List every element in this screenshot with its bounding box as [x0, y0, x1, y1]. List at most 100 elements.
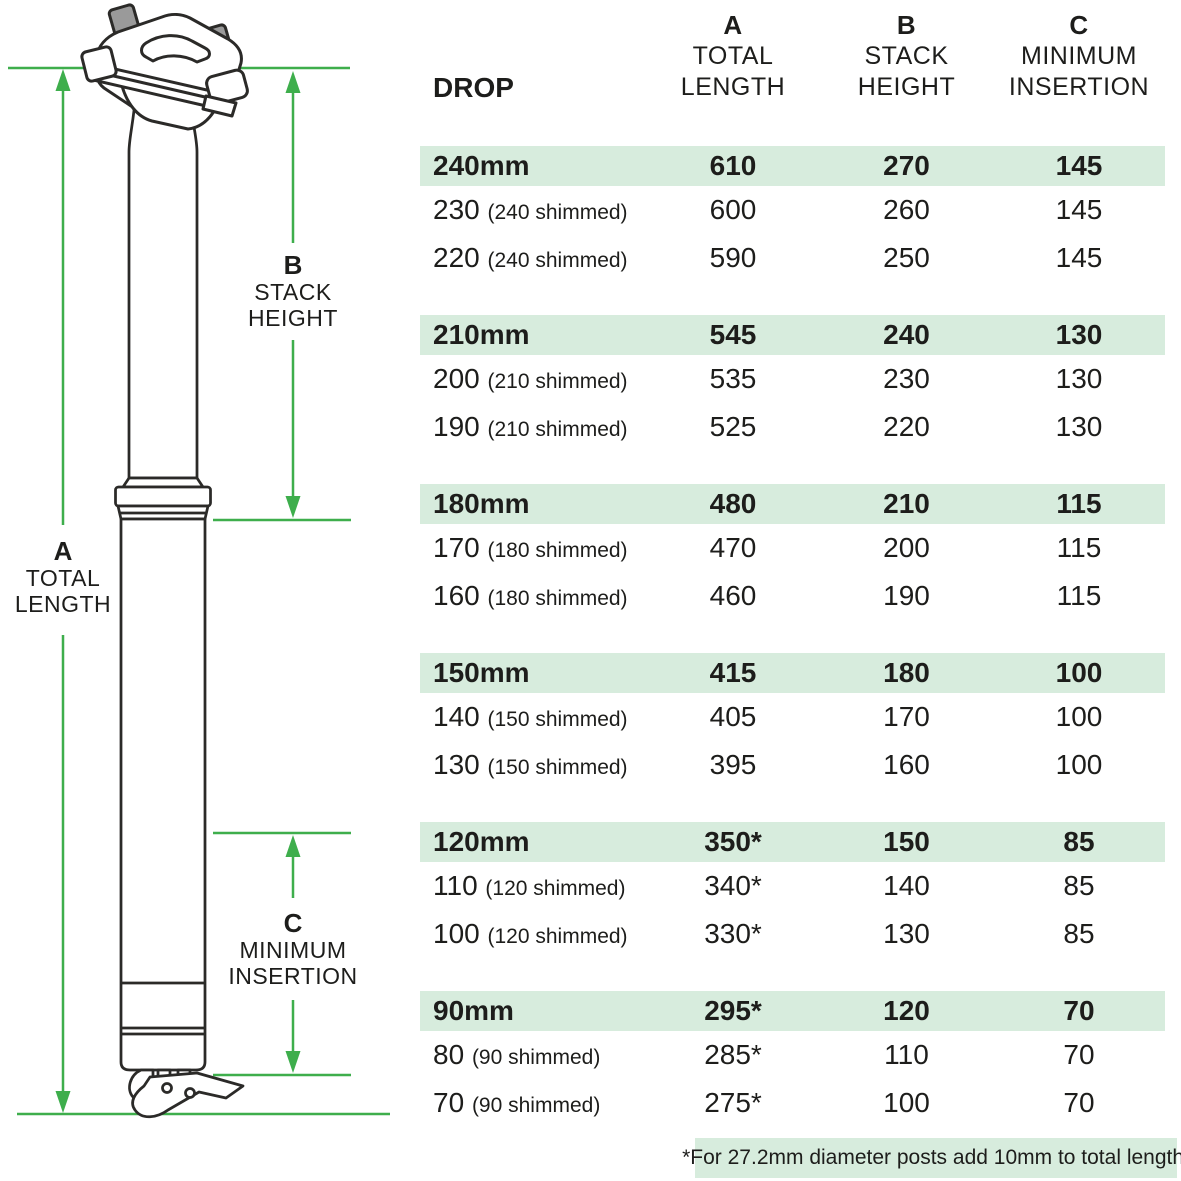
stack-height-value: 270	[883, 150, 930, 181]
group-150: 150mm 415 180 100 140 (150 shimmed) 405 …	[420, 653, 1165, 789]
dim-c-line1: MINIMUM	[239, 936, 347, 963]
footnote-bar: *For 27.2mm diameter posts add 10mm to t…	[682, 1138, 1181, 1178]
drop-value: 110	[433, 870, 478, 901]
group-band: 90mm 295* 120 70	[420, 991, 1165, 1031]
total-length-value: 545	[709, 319, 757, 350]
drop-value: 130	[433, 749, 480, 780]
total-length-value: 415	[709, 657, 757, 688]
table-row: 230 (240 shimmed) 600 260 145	[420, 186, 1165, 234]
total-length-value: 480	[709, 488, 757, 519]
drop-value: 140	[433, 701, 480, 732]
dim-b-letter: B	[283, 250, 303, 280]
shim-note: (90 shimmed)	[471, 1094, 601, 1117]
group-180: 180mm 480 210 115 170 (180 shimmed) 470 …	[420, 484, 1165, 620]
total-length-value: 330*	[704, 918, 762, 949]
dim-c-letter: C	[283, 908, 303, 938]
dim-b-line2: HEIGHT	[248, 305, 338, 331]
stack-height-value: 100	[883, 1087, 930, 1118]
drop-value: 170	[433, 532, 480, 563]
dimension-arrow-a	[55, 69, 71, 1113]
dimension-label-a: A TOTAL LENGTH	[0, 538, 146, 618]
table-row: 170 (180 shimmed) 470 200 115	[420, 524, 1165, 572]
min-insertion-value: 100	[1055, 749, 1103, 780]
stack-height-value: 150	[883, 826, 930, 857]
shim-note: (120 shimmed)	[485, 877, 626, 900]
stack-height-value: 110	[884, 1039, 929, 1070]
drop-value: 80	[433, 1039, 465, 1070]
stack-height-value: 160	[883, 749, 930, 780]
group-120: 120mm 350* 150 85 110 (120 shimmed) 340*…	[420, 822, 1165, 958]
min-insertion-value: 145	[1055, 242, 1103, 273]
footnote-text: *For 27.2mm diameter posts add 10mm to t…	[682, 1146, 1181, 1169]
drop-value: 210mm	[433, 319, 530, 350]
table-row: 70 (90 shimmed) 275* 100 70	[420, 1079, 1165, 1127]
shim-note: (150 shimmed)	[487, 756, 628, 779]
dimension-label-b: B STACK HEIGHT	[208, 252, 378, 332]
min-insertion-value: 115	[1056, 488, 1102, 519]
dim-c-line2: INSERTION	[228, 963, 358, 989]
drop-value: 150mm	[433, 657, 530, 688]
min-insertion-value: 130	[1055, 363, 1103, 394]
total-length-value: 275*	[704, 1087, 762, 1118]
shim-note: (150 shimmed)	[487, 708, 628, 731]
stack-height-value: 250	[883, 242, 930, 273]
drop-value: 240mm	[433, 150, 530, 181]
min-insertion-value: 115	[1056, 580, 1102, 611]
dim-b-line1: STACK	[254, 278, 332, 305]
seatpost-diagram	[8, 3, 390, 1119]
dim-a-line1: TOTAL	[25, 564, 101, 591]
min-insertion-value: 70	[1063, 1039, 1095, 1070]
min-insertion-value: 145	[1055, 194, 1103, 225]
stack-height-value: 230	[883, 363, 930, 394]
group-band: 150mm 415 180 100	[420, 653, 1165, 693]
min-insertion-value: 100	[1055, 701, 1103, 732]
shim-note: (180 shimmed)	[487, 539, 628, 562]
table-row: 110 (120 shimmed) 340* 140 85	[420, 862, 1165, 910]
total-length-value: 340*	[704, 870, 762, 901]
stack-height-value: 260	[883, 194, 930, 225]
spec-table: 240mm 610 270 145 230 (240 shimmed) 600 …	[420, 146, 1165, 1160]
table-row: 130 (150 shimmed) 395 160 100	[420, 741, 1165, 789]
table-row: 160 (180 shimmed) 460 190 115	[420, 572, 1165, 620]
group-band: 120mm 350* 150 85	[420, 822, 1165, 862]
stack-height-value: 120	[883, 995, 930, 1026]
drop-value: 230	[433, 194, 480, 225]
drop-value: 120mm	[433, 826, 530, 857]
drop-value: 90mm	[433, 995, 514, 1026]
table-header-drop: DROP	[433, 72, 514, 103]
stack-height-value: 220	[883, 411, 930, 442]
total-length-value: 600	[709, 194, 757, 225]
shim-note: (210 shimmed)	[487, 418, 628, 441]
shim-note: (210 shimmed)	[487, 370, 628, 393]
shim-note: (240 shimmed)	[487, 249, 628, 272]
dimension-label-c: C MINIMUM INSERTION	[208, 910, 378, 990]
min-insertion-value: 70	[1063, 1087, 1095, 1118]
table-row: 80 (90 shimmed) 285* 110 70	[420, 1031, 1165, 1079]
min-insertion-value: 85	[1063, 918, 1095, 949]
stack-height-value: 200	[883, 532, 930, 563]
drop-value: 70	[433, 1087, 465, 1118]
shim-note: (240 shimmed)	[487, 201, 628, 224]
table-row: 100 (120 shimmed) 330* 130 85	[420, 910, 1165, 958]
stack-height-value: 170	[883, 701, 930, 732]
group-band: 240mm 610 270 145	[420, 146, 1165, 186]
total-length-value: 610	[709, 150, 757, 181]
stack-height-value: 140	[883, 870, 930, 901]
min-insertion-value: 130	[1055, 411, 1103, 442]
min-insertion-value: 145	[1055, 150, 1103, 181]
min-insertion-value: 70	[1063, 995, 1095, 1026]
stack-height-value: 240	[883, 319, 930, 350]
drop-value: 190	[433, 411, 480, 442]
total-length-value: 285*	[704, 1039, 762, 1070]
dimension-arrow-b	[285, 71, 301, 518]
table-row: 140 (150 shimmed) 405 170 100	[420, 693, 1165, 741]
total-length-value: 405	[709, 701, 757, 732]
group-240: 240mm 610 270 145 230 (240 shimmed) 600 …	[420, 146, 1165, 282]
seatpost-illustration	[80, 3, 249, 1119]
total-length-value: 525	[709, 411, 757, 442]
drop-value: 100	[433, 918, 480, 949]
min-insertion-value: 85	[1063, 870, 1095, 901]
table-row: 190 (210 shimmed) 525 220 130	[420, 403, 1165, 451]
total-length-value: 395	[709, 749, 757, 780]
